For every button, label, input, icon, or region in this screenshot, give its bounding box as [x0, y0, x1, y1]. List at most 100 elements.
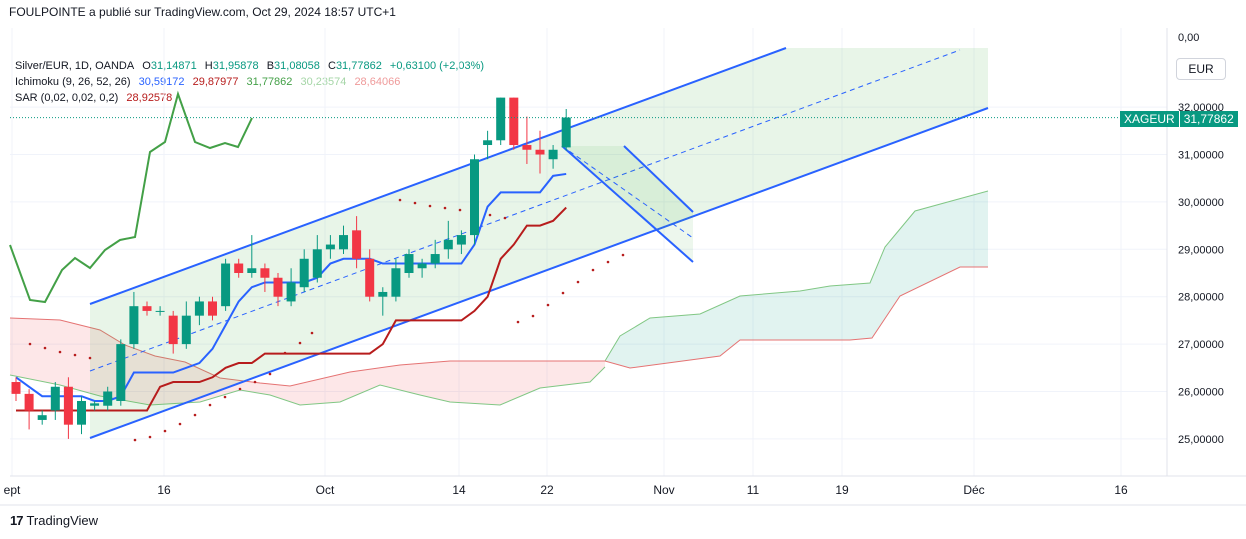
candle-body: [142, 306, 152, 311]
candle-body: [456, 235, 466, 245]
x-tick-label: Déc: [963, 483, 984, 497]
candle-body: [417, 263, 427, 269]
open-label: O: [142, 60, 151, 72]
x-tick-label: 16: [1114, 483, 1128, 497]
candle-body: [509, 97, 519, 146]
sar-dot: [223, 395, 227, 399]
flag-upper-line: [623, 145, 694, 213]
x-tick-label: 22: [540, 483, 554, 497]
x-tick-label: Nov: [653, 483, 674, 497]
candle-body: [286, 282, 296, 302]
sar-dot: [43, 346, 47, 350]
candle-body: [50, 386, 60, 411]
y-tick-label: 28,00000: [1178, 292, 1224, 304]
y-tick-label: 25,00000: [1178, 434, 1224, 446]
sar-dot: [428, 204, 432, 208]
channel-mid-line: [89, 49, 961, 372]
y-tick-label-zero: 0,00: [1178, 32, 1199, 44]
senkou-span-b: [9, 266, 988, 387]
flag-lower-line: [561, 145, 694, 263]
sar-dot: [148, 435, 152, 439]
candle-body: [194, 301, 204, 316]
footer-brand[interactable]: 17 TradingView: [10, 513, 98, 528]
sar-dot: [208, 403, 212, 407]
y-tick-label: 27,00000: [1178, 339, 1224, 351]
currency-button[interactable]: EUR: [1176, 58, 1226, 80]
candle-body: [103, 391, 113, 406]
senkou-span-a: [604, 190, 989, 362]
sar-dot: [133, 438, 137, 442]
candle-body: [522, 145, 532, 150]
candle-body: [181, 315, 191, 345]
open-value: 31,14871: [150, 60, 197, 72]
candle-body: [63, 386, 73, 425]
y-tick-label: 31,00000: [1178, 150, 1224, 162]
last-price-tag: XAGEUR 31,77862: [1120, 111, 1238, 127]
candle-body: [299, 258, 309, 288]
ichimoku-spanB-value: 28,64066: [354, 76, 401, 88]
sar-dot: [253, 380, 257, 384]
sar-dot: [268, 372, 272, 376]
sar-dot: [503, 216, 507, 220]
legend-row-ichimoku: Ichimoku (9, 26, 52, 26) 30,59172 29,879…: [15, 74, 489, 90]
y-tick-label: 26,00000: [1178, 387, 1224, 399]
chikou-span-line: [9, 90, 253, 304]
sar-dot: [88, 356, 92, 360]
sar-dot: [443, 206, 447, 210]
candle-body: [470, 159, 479, 236]
ticker-price: 31,77862: [1178, 111, 1238, 127]
sar-dot: [621, 253, 625, 257]
candle-body: [129, 306, 139, 345]
candle-body: [483, 140, 493, 146]
candle-body: [325, 244, 335, 250]
close-label: C: [327, 60, 336, 72]
low-value: 31,08058: [274, 60, 320, 72]
ichimoku-tenkan-value: 30,59172: [138, 76, 185, 88]
x-tick-label: ept: [4, 483, 21, 497]
candle-body: [430, 254, 440, 264]
close-value: 31,77862: [335, 60, 382, 72]
legend-row-instrument: Silver/EUR, 1D, OANDA O31,14871 H31,9587…: [15, 58, 489, 74]
publisher-line: FOULPOINTE a publié sur TradingView.com,…: [9, 5, 396, 19]
channel-fill: [90, 48, 988, 438]
sar-dot: [73, 353, 77, 357]
sar-dot: [561, 291, 565, 295]
y-tick-label: 29,00000: [1178, 244, 1224, 256]
legend-row-sar: SAR (0,02, 0,02, 0,2) 28,92578: [15, 90, 489, 106]
cloud-bearish: [10, 318, 605, 405]
ichimoku-chikou-value: 31,77862: [246, 76, 293, 88]
grid-lines: [10, 28, 1167, 476]
x-tick-label: 11: [747, 483, 760, 497]
sar-dot: [531, 314, 535, 318]
sar-name: SAR (0,02, 0,02, 0,2): [15, 92, 119, 104]
y-tick-label: 30,00000: [1178, 197, 1224, 209]
candle-body: [168, 315, 178, 345]
sar-dot: [546, 303, 550, 307]
candle-body: [312, 249, 322, 278]
candle-body: [234, 263, 244, 273]
candle-body: [11, 382, 21, 394]
instrument-name: Silver/EUR, 1D, OANDA: [15, 60, 135, 72]
sar-dot: [163, 429, 167, 433]
sar-value: 28,92578: [126, 92, 173, 104]
sar-dots: [28, 198, 625, 442]
candle-body: [378, 291, 388, 297]
x-tick-label: 14: [452, 483, 466, 497]
sar-dot: [458, 208, 462, 212]
ichimoku-name: Ichimoku (9, 26, 52, 26): [15, 76, 131, 88]
sar-dot: [488, 213, 492, 217]
candles: [11, 97, 571, 439]
sar-dot: [516, 320, 520, 324]
chart-legend: Silver/EUR, 1D, OANDA O31,14871 H31,9587…: [15, 58, 489, 106]
sar-dot: [58, 350, 62, 354]
sar-dot: [238, 387, 242, 391]
sar-dot: [193, 413, 197, 417]
sar-dot: [576, 280, 580, 284]
tradingview-logo-icon: 17: [10, 513, 24, 528]
axes: 0,0032,0000031,0000030,0000029,0000028,0…: [0, 28, 1246, 506]
candle-body: [339, 235, 348, 250]
candle-body: [561, 117, 571, 148]
candle-body: [24, 393, 34, 411]
sar-dot: [283, 351, 287, 355]
